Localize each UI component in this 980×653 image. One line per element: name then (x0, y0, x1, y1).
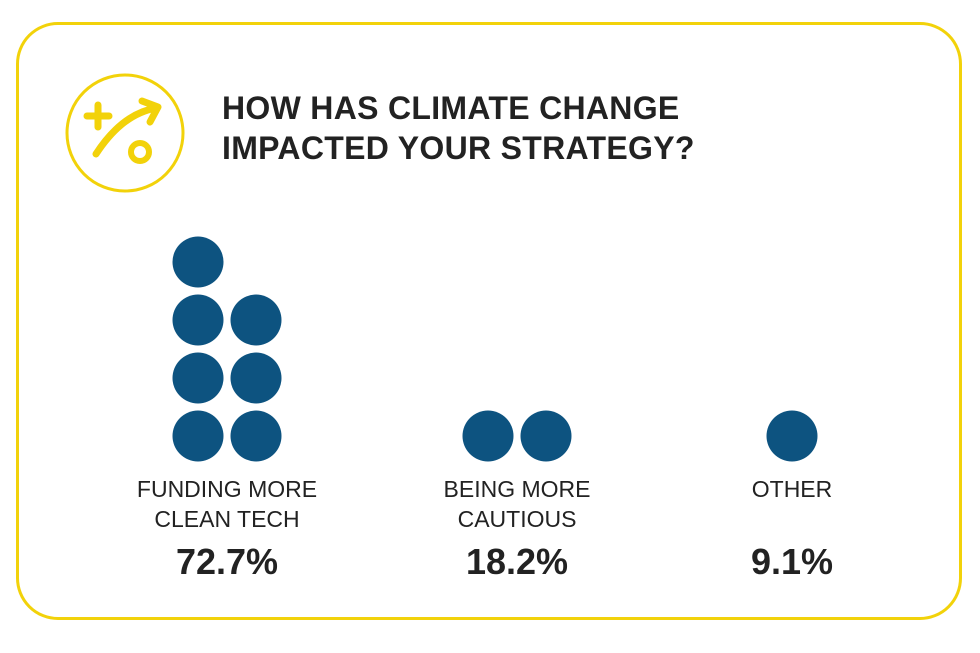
value-label: 9.1% (751, 541, 833, 582)
dot-mark (230, 410, 282, 462)
dot-mark (172, 236, 224, 288)
category-label: CAUTIOUS (458, 506, 577, 532)
category-label: BEING MORE (444, 476, 591, 502)
dot-mark (230, 352, 282, 404)
chart-title: HOW HAS CLIMATE CHANGE IMPACTED YOUR STR… (222, 88, 822, 168)
dot-mark (462, 410, 514, 462)
chart-title-line-2: IMPACTED YOUR STRATEGY? (222, 130, 695, 166)
dot-mark (172, 410, 224, 462)
dot-mark (520, 410, 572, 462)
value-label: 18.2% (466, 541, 568, 582)
dot-mark (172, 294, 224, 346)
dot-mark (230, 294, 282, 346)
category-label: FUNDING MORE (137, 476, 317, 502)
strategy-play-icon (64, 72, 186, 194)
category-label: OTHER (752, 476, 833, 502)
chart-title-line-1: HOW HAS CLIMATE CHANGE (222, 90, 680, 126)
value-label: 72.7% (176, 541, 278, 582)
dot-mark (172, 352, 224, 404)
dot-mark (766, 410, 818, 462)
category-label: CLEAN TECH (154, 506, 299, 532)
card-frame (16, 22, 962, 620)
